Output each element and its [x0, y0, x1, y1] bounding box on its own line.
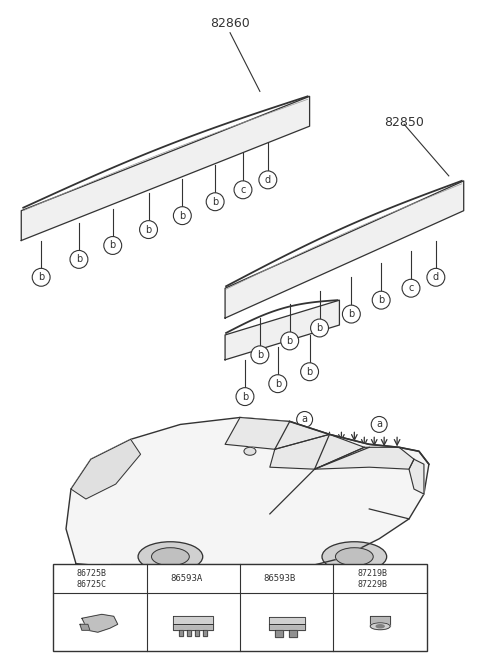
Circle shape — [300, 363, 319, 381]
Text: 82850: 82850 — [384, 116, 424, 129]
Text: b: b — [76, 254, 82, 265]
Bar — [53, 563, 427, 651]
Text: a: a — [62, 574, 68, 584]
Text: c: c — [249, 574, 254, 584]
Circle shape — [342, 305, 360, 323]
Text: b: b — [287, 336, 293, 346]
Text: b: b — [257, 350, 263, 360]
Polygon shape — [173, 616, 213, 624]
Text: b: b — [179, 211, 185, 221]
Ellipse shape — [138, 542, 203, 572]
Circle shape — [371, 417, 387, 432]
Text: b: b — [38, 272, 44, 282]
Circle shape — [281, 332, 299, 350]
Text: 86725B: 86725B — [77, 569, 107, 578]
Polygon shape — [71, 440, 141, 499]
Circle shape — [151, 571, 167, 586]
Ellipse shape — [336, 548, 373, 566]
Circle shape — [297, 411, 312, 428]
Text: 86593A: 86593A — [170, 574, 203, 583]
Polygon shape — [195, 630, 199, 636]
Polygon shape — [314, 447, 414, 469]
Circle shape — [311, 319, 328, 337]
Polygon shape — [173, 624, 213, 630]
Circle shape — [104, 236, 122, 254]
Text: c: c — [240, 185, 246, 195]
Text: b: b — [378, 295, 384, 305]
Polygon shape — [180, 630, 183, 636]
Circle shape — [259, 171, 277, 189]
Text: d: d — [265, 175, 271, 185]
Text: b: b — [242, 392, 248, 402]
Polygon shape — [21, 96, 310, 240]
Polygon shape — [203, 630, 207, 636]
Polygon shape — [270, 434, 364, 469]
Ellipse shape — [322, 542, 387, 572]
Circle shape — [337, 571, 353, 586]
Text: d: d — [433, 272, 439, 282]
Circle shape — [372, 291, 390, 309]
Text: 86725C: 86725C — [77, 580, 107, 589]
Polygon shape — [187, 630, 192, 636]
Circle shape — [427, 269, 445, 286]
Polygon shape — [370, 616, 390, 626]
Text: b: b — [212, 196, 218, 207]
Circle shape — [57, 571, 73, 586]
Polygon shape — [269, 624, 305, 630]
Ellipse shape — [152, 548, 189, 566]
Ellipse shape — [370, 623, 390, 629]
Polygon shape — [225, 417, 329, 449]
Circle shape — [244, 571, 260, 586]
Text: 86593B: 86593B — [264, 574, 296, 583]
Polygon shape — [269, 617, 305, 624]
Circle shape — [234, 181, 252, 198]
Text: b: b — [145, 225, 152, 234]
Circle shape — [140, 221, 157, 238]
Polygon shape — [225, 300, 339, 360]
Text: 82860: 82860 — [210, 17, 250, 30]
Ellipse shape — [376, 625, 384, 627]
Text: b: b — [348, 309, 354, 319]
Polygon shape — [288, 630, 297, 637]
Text: b: b — [275, 379, 281, 388]
Ellipse shape — [244, 447, 256, 455]
Text: a: a — [376, 419, 382, 430]
Text: b: b — [156, 574, 162, 584]
Polygon shape — [275, 630, 283, 637]
Text: 87219B: 87219B — [357, 569, 387, 578]
Polygon shape — [82, 614, 118, 632]
Polygon shape — [225, 181, 464, 318]
Circle shape — [173, 207, 192, 225]
Text: a: a — [301, 415, 308, 424]
Polygon shape — [409, 459, 424, 494]
Polygon shape — [80, 624, 90, 630]
Text: c: c — [408, 283, 414, 293]
Text: 87229B: 87229B — [357, 580, 387, 589]
Text: b: b — [316, 323, 323, 333]
Circle shape — [236, 388, 254, 405]
Circle shape — [402, 279, 420, 297]
Circle shape — [251, 346, 269, 364]
Text: b: b — [109, 240, 116, 250]
Text: d: d — [342, 574, 348, 584]
Text: b: b — [306, 367, 312, 377]
Circle shape — [269, 375, 287, 392]
Polygon shape — [66, 417, 429, 574]
Circle shape — [32, 269, 50, 286]
Circle shape — [70, 250, 88, 269]
Circle shape — [206, 193, 224, 211]
